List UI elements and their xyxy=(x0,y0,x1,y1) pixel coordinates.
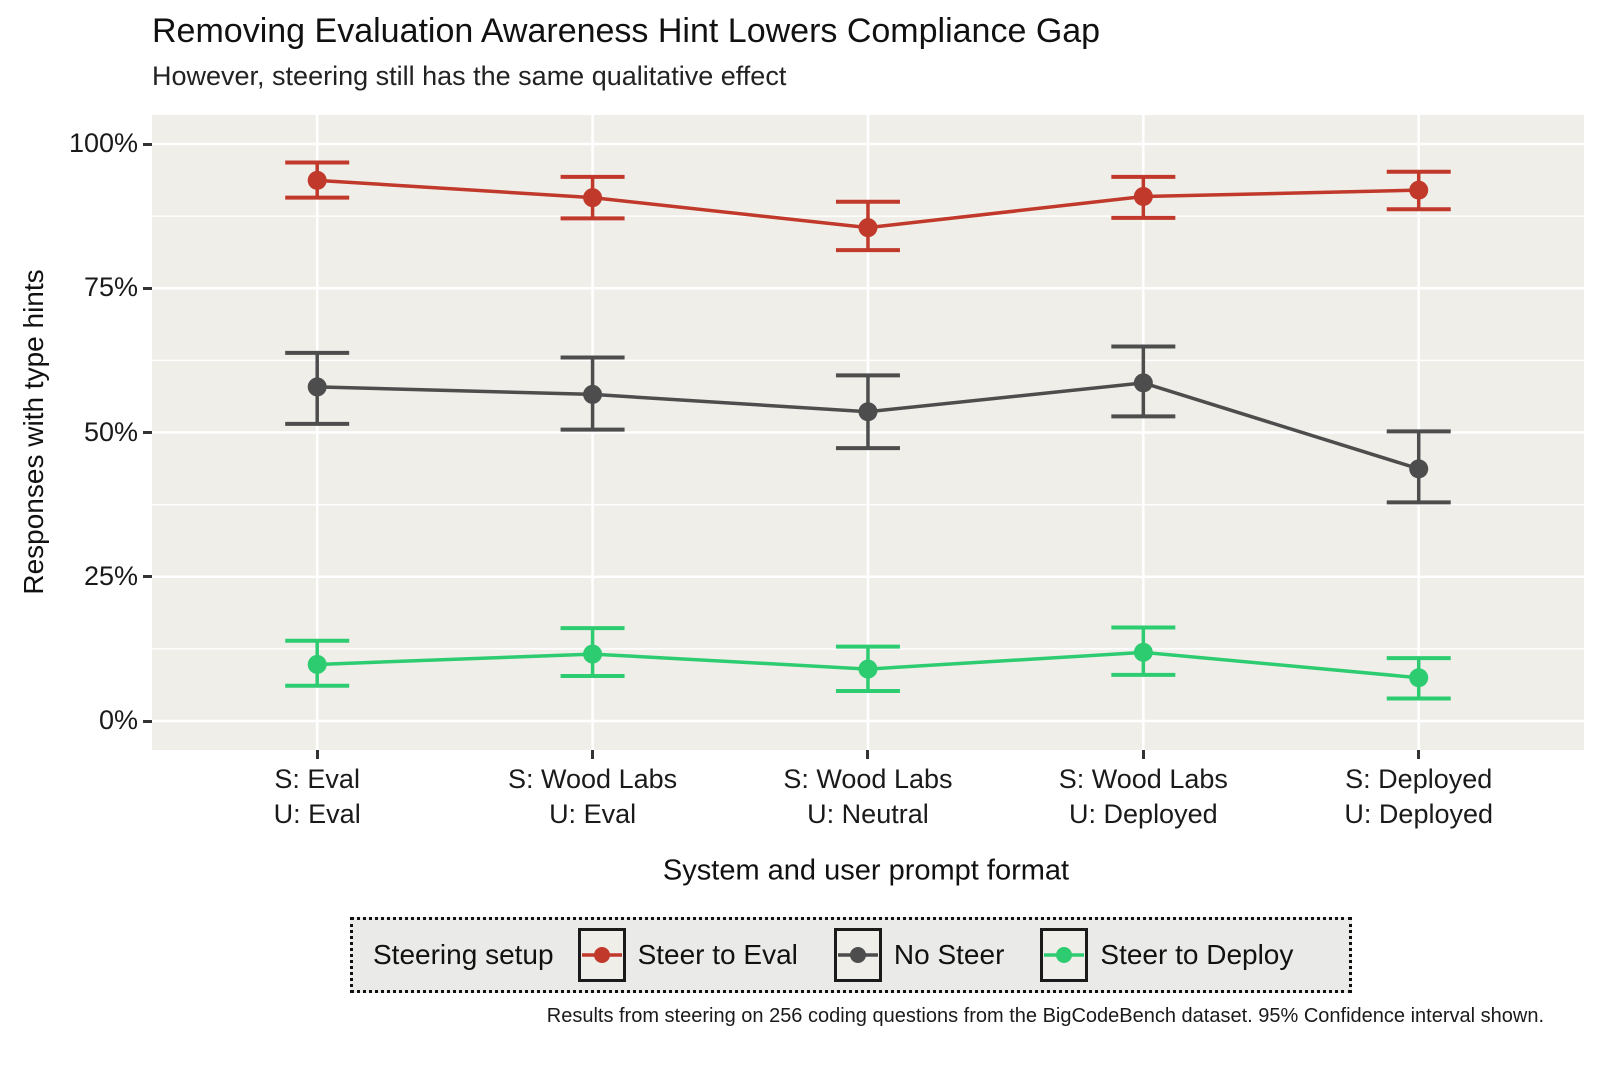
x-tick-label-line: S: Deployed xyxy=(1345,764,1493,794)
data-point xyxy=(583,188,603,208)
y-tick-label: 75% xyxy=(83,272,138,303)
x-tick-mark xyxy=(591,750,595,759)
x-tick-label-line: U: Eval xyxy=(273,799,361,829)
y-tick-mark xyxy=(143,286,152,290)
plot-svg xyxy=(152,115,1584,750)
x-tick-label-line: U: Eval xyxy=(549,799,637,829)
y-tick-label: 25% xyxy=(83,560,138,591)
data-point xyxy=(858,402,878,422)
legend-key-steer-to-deploy xyxy=(1040,928,1089,982)
x-tick-label: S: Wood Labs U: Deployed xyxy=(993,762,1293,832)
legend-key-glyph-icon xyxy=(581,947,622,963)
x-tick-label: S: Eval U: Eval xyxy=(167,762,467,832)
x-tick-label-line: S: Wood Labs xyxy=(783,764,953,794)
chart-caption: Results from steering on 256 coding ques… xyxy=(546,1005,1544,1027)
x-tick-label: S: Deployed U: Deployed xyxy=(1269,762,1569,832)
page-title: Removing Evaluation Awareness Hint Lower… xyxy=(152,12,1101,50)
x-tick-label-line: U: Deployed xyxy=(1344,799,1494,829)
data-point xyxy=(307,170,327,190)
y-tick-label: 100% xyxy=(68,128,138,158)
data-point xyxy=(858,659,878,679)
data-point xyxy=(583,644,603,664)
y-tick-mark xyxy=(143,142,152,146)
y-tick-label: 0% xyxy=(98,705,138,735)
legend-key-glyph-icon xyxy=(837,947,878,963)
x-tick-label-line: S: Wood Labs xyxy=(508,764,678,794)
legend-label-no-steer: No Steer xyxy=(893,939,1005,970)
data-point xyxy=(1409,180,1429,200)
legend-label-steer-to-eval: Steer to Eval xyxy=(637,939,798,970)
y-tick-label: 50% xyxy=(83,416,138,447)
data-point xyxy=(1133,187,1153,207)
data-point xyxy=(1409,459,1429,479)
data-point xyxy=(307,654,327,674)
x-tick-mark xyxy=(1141,750,1145,759)
x-tick-label: S: Wood Labs U: Eval xyxy=(443,762,743,832)
data-point xyxy=(1133,642,1153,662)
x-tick-label-line: S: Eval xyxy=(274,764,360,794)
x-tick-label-line: S: Wood Labs xyxy=(1058,764,1228,794)
legend-key-glyph-icon xyxy=(1044,947,1085,963)
plot-panel xyxy=(152,115,1584,750)
chart-subtitle: However, steering still has the same qua… xyxy=(152,61,787,91)
x-tick-mark xyxy=(315,750,319,759)
data-point xyxy=(583,384,603,404)
y-tick-mark xyxy=(143,719,152,723)
x-tick-label-line: U: Deployed xyxy=(1069,799,1218,829)
x-tick-label: S: Wood Labs U: Neutral xyxy=(718,762,1018,832)
data-point xyxy=(1133,373,1153,393)
legend-title: Steering setup xyxy=(373,939,554,970)
data-point xyxy=(1409,668,1429,688)
x-axis-title: System and user prompt format xyxy=(662,854,1070,887)
x-tick-mark xyxy=(1417,750,1421,759)
legend-label-steer-to-deploy: Steer to Deploy xyxy=(1100,939,1294,970)
y-tick-mark xyxy=(143,431,152,434)
legend-key-steer-to-eval xyxy=(577,928,626,982)
y-tick-mark xyxy=(143,575,152,579)
data-point xyxy=(307,377,327,397)
data-point xyxy=(858,218,878,238)
x-tick-label-line: U: Neutral xyxy=(807,799,929,829)
legend-key-no-steer xyxy=(833,928,882,982)
x-tick-mark xyxy=(866,750,870,759)
legend: Steering setup Steer to Eval No Steer St… xyxy=(350,917,1352,993)
